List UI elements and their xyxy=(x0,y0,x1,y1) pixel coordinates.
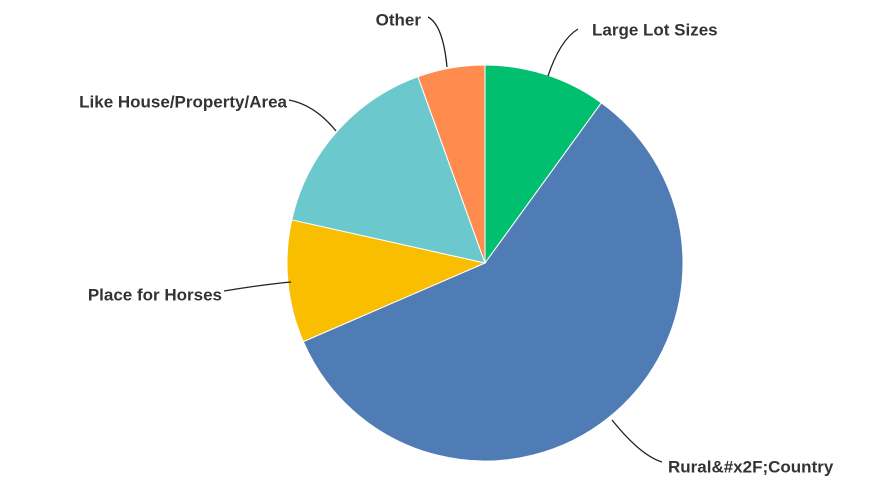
pie-slice xyxy=(302,102,684,462)
pie-slice xyxy=(286,219,487,343)
leader-line xyxy=(547,28,579,77)
pie-slice xyxy=(484,64,603,265)
pie-slice xyxy=(291,76,486,264)
leader-line xyxy=(611,419,663,463)
leader-line xyxy=(427,16,448,68)
leader-line xyxy=(288,99,337,132)
slice-label: Rural&#x2F;Country xyxy=(668,457,834,476)
slice-label: Like House/Property/Area xyxy=(79,92,287,111)
leader-line xyxy=(223,281,292,292)
slice-label: Large Lot Sizes xyxy=(592,20,718,39)
slice-label: Other xyxy=(376,10,422,29)
pie-slice xyxy=(417,64,486,264)
slice-label: Place for Horses xyxy=(88,285,222,304)
